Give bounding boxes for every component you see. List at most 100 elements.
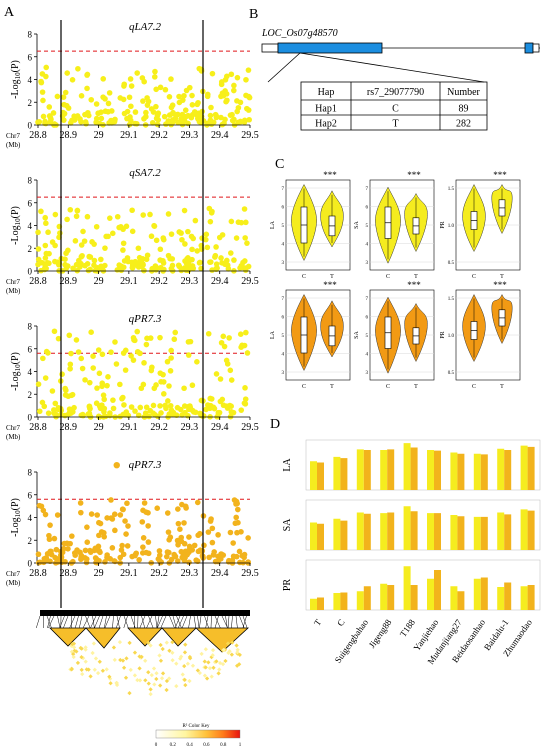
- snp-point: [93, 101, 100, 107]
- snp-point: [160, 371, 166, 378]
- snp-point: [98, 256, 104, 263]
- snp-point: [150, 402, 157, 409]
- significance-marker: ***: [493, 280, 507, 290]
- snp-point: [208, 516, 214, 522]
- x-tick-label: 29.1: [120, 568, 138, 579]
- ld-connector: [221, 615, 228, 629]
- snp-point: [127, 76, 134, 82]
- y-axis-label: -Log10(P): [10, 60, 22, 99]
- snp-point: [90, 353, 96, 359]
- snp-point: [64, 70, 71, 76]
- snp-point: [51, 535, 58, 542]
- bar: [520, 445, 528, 490]
- ld-connector: [112, 615, 114, 629]
- ld-cell: [174, 684, 179, 689]
- bar: [457, 591, 465, 610]
- x-tick-label: C: [302, 384, 306, 390]
- snp-point: [151, 222, 157, 229]
- snp-point: [234, 506, 241, 513]
- violin-plot: 0.5 1.0 1.5 PR *** C T: [440, 280, 521, 390]
- ld-cell: [132, 650, 138, 655]
- bar: [317, 523, 324, 550]
- snp-point: [172, 115, 179, 122]
- snp-point: [185, 412, 191, 419]
- snp-point: [40, 97, 46, 104]
- snp-point: [158, 378, 164, 385]
- snp-point: [155, 117, 162, 123]
- snp-point: [175, 520, 182, 527]
- snp-point: [157, 334, 163, 341]
- snp-point: [168, 556, 175, 563]
- y-tick-label: 4: [282, 353, 285, 358]
- snp-point: [60, 94, 67, 100]
- snp-point: [103, 233, 109, 240]
- snp-point: [163, 405, 169, 412]
- snp-point: [213, 371, 220, 377]
- snp-point: [193, 557, 199, 563]
- snp-point: [129, 228, 136, 235]
- snp-point: [138, 385, 145, 392]
- significance-marker: ***: [407, 280, 421, 290]
- ld-connector: [242, 615, 248, 629]
- snp-point: [229, 117, 236, 124]
- snp-point: [62, 89, 69, 96]
- snp-point: [237, 118, 244, 125]
- snp-point: [132, 109, 139, 115]
- snp-point: [186, 559, 192, 566]
- bar: [340, 458, 348, 490]
- snp-point: [102, 245, 108, 251]
- snp-point: [110, 397, 116, 403]
- snp-point: [182, 258, 188, 264]
- ld-cell: [203, 647, 208, 652]
- snp-point: [194, 499, 201, 506]
- x-tick-label: C: [472, 384, 476, 390]
- track-title: qSA7.2: [129, 167, 161, 179]
- snp-point: [233, 235, 240, 241]
- x-tick-label: C: [386, 384, 390, 390]
- snp-point: [126, 121, 133, 128]
- snp-point: [46, 104, 53, 110]
- snp-point: [117, 413, 124, 420]
- y-tick-label: 2: [28, 98, 33, 108]
- snp-point: [57, 230, 63, 236]
- bar: [527, 510, 535, 550]
- bar: [403, 506, 411, 550]
- snp-point: [172, 329, 179, 336]
- snp-point: [147, 335, 154, 341]
- chr-label: Chr7: [6, 278, 21, 286]
- snp-point: [206, 205, 213, 212]
- snp-point: [69, 76, 76, 83]
- snp-point: [112, 116, 118, 123]
- x-tick-label: 29: [94, 568, 104, 579]
- snp-point: [83, 556, 90, 562]
- snp-point: [75, 65, 81, 72]
- x-tick-label: T: [500, 384, 504, 390]
- snp-point: [62, 256, 68, 263]
- y-tick-label: 4: [28, 221, 33, 231]
- snp-point: [112, 527, 118, 534]
- ld-connector: [242, 615, 247, 629]
- bar: [434, 513, 441, 550]
- snp-point: [237, 265, 243, 271]
- snp-point: [109, 230, 116, 237]
- x-tick-label: C: [386, 274, 390, 280]
- snp-point: [243, 76, 249, 83]
- x-tick-label: 28.8: [29, 130, 47, 141]
- bar: [497, 448, 505, 490]
- snp-point: [92, 555, 99, 561]
- x-tick-label: C: [302, 274, 306, 280]
- snp-point: [234, 74, 241, 81]
- snp-point: [183, 113, 190, 120]
- snp-point: [181, 207, 188, 214]
- snp-point: [128, 353, 134, 359]
- snp-point: [121, 83, 127, 89]
- snp-point: [141, 360, 147, 366]
- snp-point: [229, 557, 236, 564]
- y-tick-label: 5: [282, 334, 285, 339]
- bar: [427, 578, 434, 610]
- snp-point: [42, 242, 49, 249]
- violin-plot: 3 4 5 6 7 LA *** C T: [270, 170, 351, 280]
- bar: [427, 450, 434, 490]
- snp-point: [77, 500, 84, 506]
- snp-point: [65, 247, 71, 254]
